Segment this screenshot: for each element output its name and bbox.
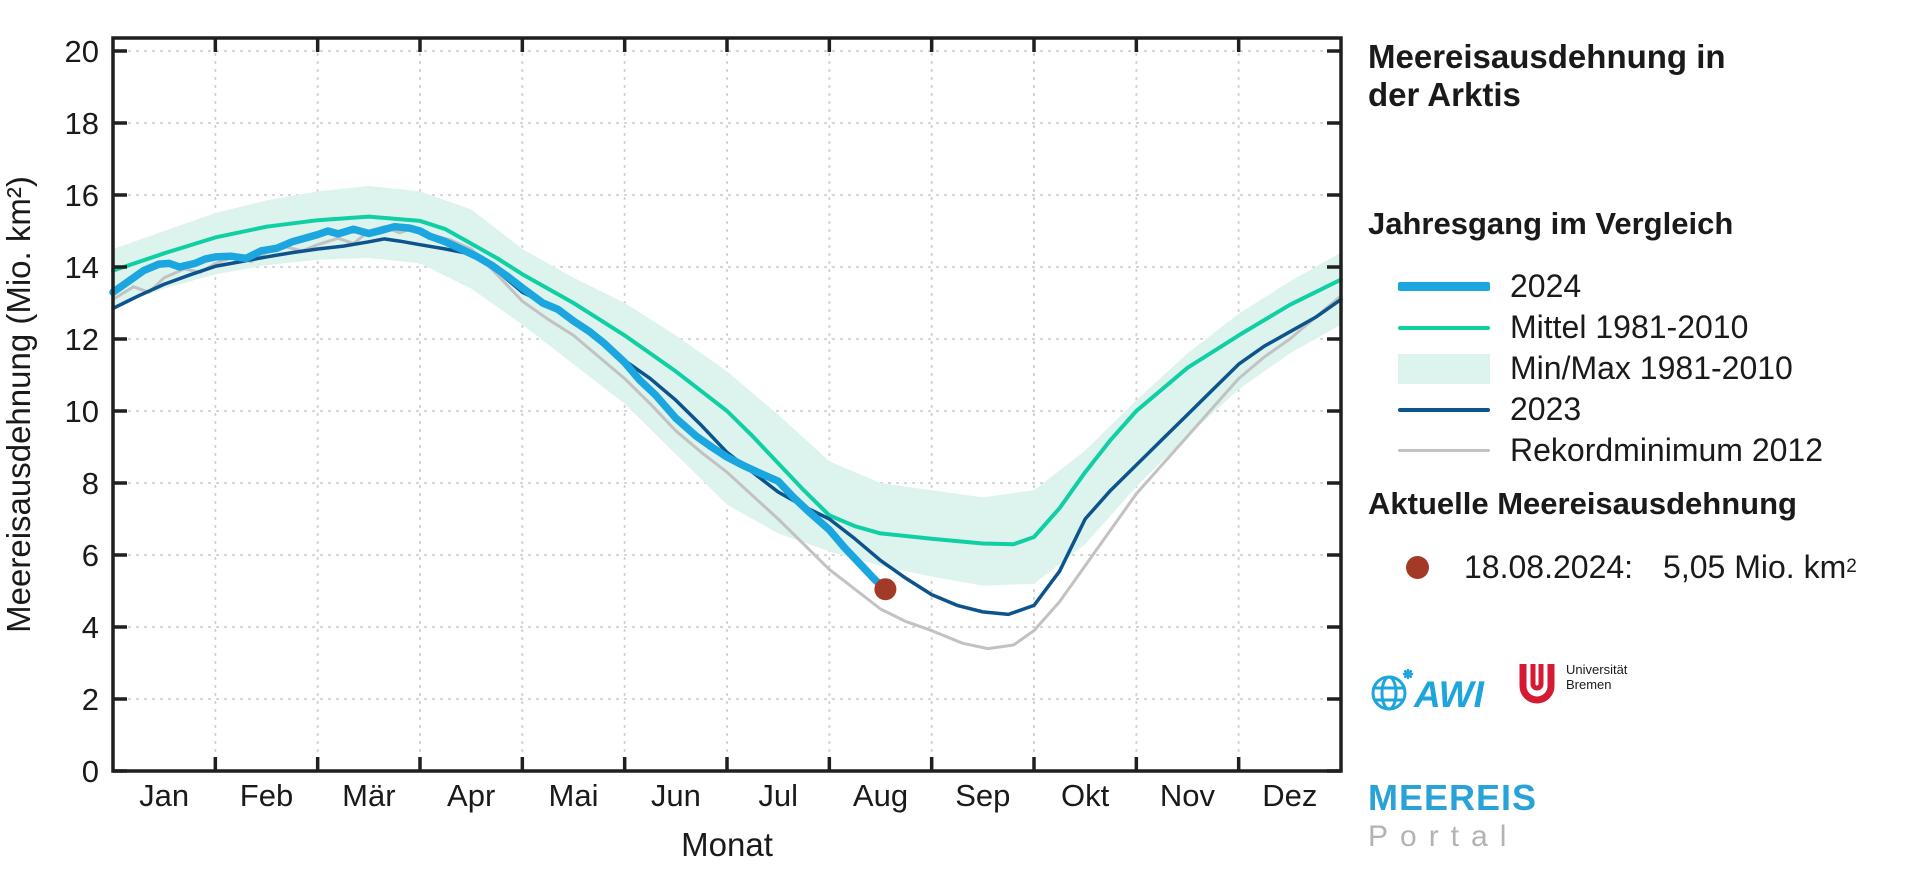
x-tick-label: Dez bbox=[1262, 778, 1317, 813]
legend-item: 2023 bbox=[1368, 389, 1920, 430]
x-tick-label: Nov bbox=[1160, 778, 1216, 813]
y-tick-label: 16 bbox=[65, 178, 99, 213]
series-line-mittel-1981-2010 bbox=[111, 214, 1343, 547]
legend-heading: Jahresgang im Vergleich bbox=[1368, 206, 1734, 241]
x-tick-label: Okt bbox=[1061, 778, 1110, 813]
y-tick-label: 8 bbox=[82, 466, 99, 501]
legend-label: Min/Max 1981-2010 bbox=[1510, 350, 1793, 386]
x-tick-label: Apr bbox=[447, 778, 495, 813]
y-tick-label: 18 bbox=[65, 106, 99, 141]
chart-canvas: 0 2 4 6 8 10 12 14 16 18 20 Jan Feb Mär Apr Mai Jun Jul Au… bbox=[0, 34, 1343, 863]
logo-row: AWI Universität Bremen bbox=[1368, 660, 1627, 718]
x-tick-label: Sep bbox=[955, 778, 1010, 813]
legend-label: Rekordminimum 2012 bbox=[1510, 432, 1824, 468]
title-line-2: der Arktis bbox=[1368, 76, 1521, 113]
uni-bremen-text: Universität Bremen bbox=[1566, 660, 1627, 692]
y-tick-label: 0 bbox=[82, 754, 99, 789]
x-tick-label: Mär bbox=[342, 778, 395, 813]
y-tick-label: 20 bbox=[65, 34, 99, 69]
legend-item: Mittel 1981-2010 bbox=[1368, 307, 1920, 348]
uni-bremen-line2: Bremen bbox=[1566, 677, 1612, 692]
legend-label: 2024 bbox=[1510, 268, 1582, 304]
current-extent-row: 18.08.2024: 5,05 Mio. km 2 bbox=[1368, 546, 1857, 588]
uni-bremen-logo: Universität Bremen bbox=[1516, 660, 1627, 708]
awi-logo-text: AWI bbox=[1413, 674, 1485, 715]
y-axis-title: Meereisausdehnung (Mio. km²) bbox=[0, 176, 37, 633]
legend-line-swatch bbox=[1398, 307, 1490, 348]
x-tick-label: Feb bbox=[240, 778, 293, 813]
portal-wordmark: Portal bbox=[1368, 820, 1519, 853]
page-title: Meereisausdehnung in der Arktis bbox=[1368, 38, 1726, 114]
current-extent-heading: Aktuelle Meereisausdehnung bbox=[1368, 486, 1797, 521]
current-extent-date: 18.08.2024: bbox=[1464, 548, 1634, 585]
x-tick-label: Aug bbox=[853, 778, 908, 813]
y-tick-label: 14 bbox=[65, 250, 99, 285]
sea-ice-extent-chart: 0 2 4 6 8 10 12 14 16 18 20 Jan Feb Mär Apr Mai Jun Jul Au… bbox=[0, 34, 1343, 863]
legend-line-swatch bbox=[1398, 266, 1490, 307]
current-extent-dot-icon bbox=[1406, 555, 1429, 579]
legend-label: 2023 bbox=[1510, 391, 1582, 427]
legend-line-swatch bbox=[1398, 430, 1490, 471]
legend: 2024 Mittel 1981-2010 Min/Max 1981-2010 202… bbox=[1368, 266, 1920, 471]
minmax-band bbox=[113, 186, 1341, 586]
legend-item: Min/Max 1981-2010 bbox=[1368, 348, 1920, 389]
awi-logo-icon: AWI bbox=[1371, 668, 1485, 715]
title-line-1: Meereisausdehnung in bbox=[1368, 38, 1726, 75]
series-line-2024 bbox=[109, 222, 890, 593]
x-axis-title: Monat bbox=[681, 826, 773, 863]
y-tick-label: 6 bbox=[82, 538, 99, 573]
current-extent-marker bbox=[874, 578, 897, 601]
info-panel: Meereisausdehnung in der Arktis Jahresga… bbox=[1368, 0, 1920, 867]
legend-item: Rekordminimum 2012 bbox=[1368, 430, 1920, 471]
legend-label: Mittel 1981-2010 bbox=[1510, 309, 1749, 345]
y-tick-label: 12 bbox=[65, 322, 99, 357]
y-tick-label: 10 bbox=[65, 394, 99, 429]
series-line-2023 bbox=[111, 237, 1343, 617]
x-tick-label: Jul bbox=[758, 778, 798, 813]
legend-line-swatch bbox=[1398, 389, 1490, 430]
legend-band-swatch bbox=[1398, 348, 1490, 389]
x-tick-label: Jan bbox=[139, 778, 189, 813]
y-tick-label: 4 bbox=[82, 610, 99, 645]
x-tick-label: Mai bbox=[549, 778, 599, 813]
current-extent-value: 5,05 Mio. km bbox=[1663, 548, 1847, 585]
uni-bremen-line1: Universität bbox=[1566, 662, 1628, 677]
uni-bremen-u-icon bbox=[1519, 664, 1555, 704]
meereis-wordmark: MEEREIS bbox=[1368, 777, 1538, 818]
legend-item: 2024 bbox=[1368, 266, 1920, 307]
y-tick-label: 2 bbox=[82, 682, 99, 717]
x-tick-label: Jun bbox=[651, 778, 701, 813]
